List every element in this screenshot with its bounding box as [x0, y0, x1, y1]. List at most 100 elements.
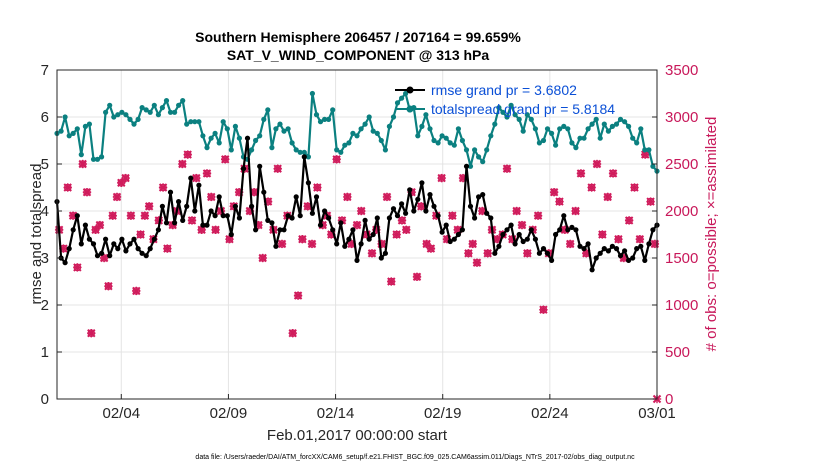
legend-rmse-marker — [406, 86, 414, 94]
rmse-point — [167, 189, 174, 195]
totalspread-point — [257, 133, 263, 139]
rmse-point — [577, 243, 583, 249]
totalspread-point — [131, 121, 137, 127]
totalspread-point — [155, 112, 161, 118]
totalspread-point — [135, 116, 141, 122]
totalspread-point — [626, 123, 632, 129]
rmse-point — [512, 241, 518, 247]
rmse-point — [561, 213, 567, 219]
totalspread-point — [232, 123, 238, 129]
rmse-point — [293, 194, 299, 200]
rmse-point — [196, 182, 202, 188]
totalspread-point — [439, 133, 445, 139]
obs-assimilated-point — [367, 249, 377, 258]
obs-assimilated-point — [603, 192, 612, 202]
rmse-point — [617, 253, 624, 259]
y-right-tick-label-2: 1000 — [665, 297, 698, 314]
rmse-point — [540, 246, 547, 252]
rmse-point — [90, 241, 97, 247]
totalspread-series — [54, 90, 660, 174]
rmse-point — [107, 253, 113, 259]
totalspread-point — [147, 109, 153, 115]
rmse-point — [626, 257, 632, 263]
rmse-point — [581, 246, 587, 252]
obs-assimilated-point — [121, 173, 130, 183]
totalspread-point — [516, 116, 522, 122]
totalspread-point — [459, 137, 465, 144]
plot-area — [57, 70, 657, 399]
totalspread-point — [455, 126, 461, 132]
totalspread-point — [601, 121, 607, 127]
totalspread-point — [492, 121, 498, 127]
rmse-point — [565, 227, 571, 233]
totalspread-point — [451, 142, 457, 148]
rmse-point — [638, 243, 644, 249]
rmse-point — [273, 243, 279, 249]
rmse-point — [253, 227, 259, 233]
rmse-point — [103, 236, 109, 242]
totalspread-point — [94, 156, 101, 162]
rmse-point — [415, 196, 421, 202]
x-tick-label-4: 02/24 — [531, 405, 569, 422]
totalspread-point — [605, 128, 612, 134]
legend-spread-marker — [406, 105, 414, 113]
totalspread-point — [358, 126, 364, 132]
totalspread-point — [289, 140, 295, 146]
totalspread-point — [638, 126, 644, 132]
obs-assimilated-point — [464, 249, 473, 258]
legend: rmse grand pr = 3.6802 totalspread grand… — [395, 82, 615, 117]
totalspread-point — [346, 140, 352, 146]
rmse-point — [557, 227, 563, 233]
totalspread-point — [472, 147, 478, 153]
totalspread-point — [569, 140, 575, 146]
obs-assimilated-point — [598, 230, 607, 239]
obs-assimilated-point — [502, 164, 512, 173]
obs-assimilated-point — [211, 225, 220, 235]
obs-assimilated-point — [183, 150, 192, 159]
rmse-point — [216, 194, 222, 200]
totalspread-point — [261, 116, 267, 122]
rmse-point — [334, 241, 340, 247]
totalspread-point — [297, 149, 303, 155]
rmse-point — [244, 135, 251, 141]
obs-assimilated-point — [221, 155, 230, 164]
rmse-point — [492, 250, 498, 256]
totalspread-point — [617, 116, 624, 122]
x-tick-label-1: 02/09 — [210, 405, 248, 422]
totalspread-point — [111, 114, 117, 120]
x-tick-label-5: 03/01 — [638, 405, 676, 422]
totalspread-point — [634, 140, 640, 146]
rmse-point — [520, 238, 526, 245]
totalspread-point — [573, 145, 579, 151]
rmse-point — [443, 222, 449, 228]
totalspread-point — [370, 128, 376, 134]
rmse-point — [630, 255, 636, 261]
totalspread-point — [277, 121, 283, 127]
totalspread-point — [90, 156, 97, 162]
y-axis-left-label: rmse and totalspread — [28, 164, 45, 305]
totalspread-point — [403, 90, 409, 97]
rmse-point — [317, 222, 324, 228]
rmse-point — [516, 231, 522, 238]
obs-assimilated-point — [192, 173, 201, 183]
rmse-point — [184, 203, 190, 209]
totalspread-point — [143, 107, 149, 113]
rmse-point — [143, 253, 149, 259]
y-left-tick-label-0: 0 — [41, 391, 49, 408]
rmse-series — [54, 135, 660, 273]
rmse-point — [536, 250, 543, 256]
y-right-tick-label-1: 500 — [665, 344, 690, 361]
totalspread-point — [532, 126, 539, 132]
obs-assimilated-point — [136, 230, 145, 239]
x-tick-label-2: 02/14 — [317, 405, 355, 422]
rmse-point — [249, 203, 255, 209]
rmse-point — [569, 224, 575, 230]
rmse-point — [99, 250, 105, 256]
rmse-point — [439, 229, 445, 235]
rmse-point — [180, 217, 186, 223]
totalspread-point — [378, 137, 384, 144]
rmse-point — [309, 210, 315, 216]
rmse-point — [338, 220, 344, 226]
obs-assimilated-point — [73, 263, 82, 272]
rmse-point — [188, 175, 194, 181]
